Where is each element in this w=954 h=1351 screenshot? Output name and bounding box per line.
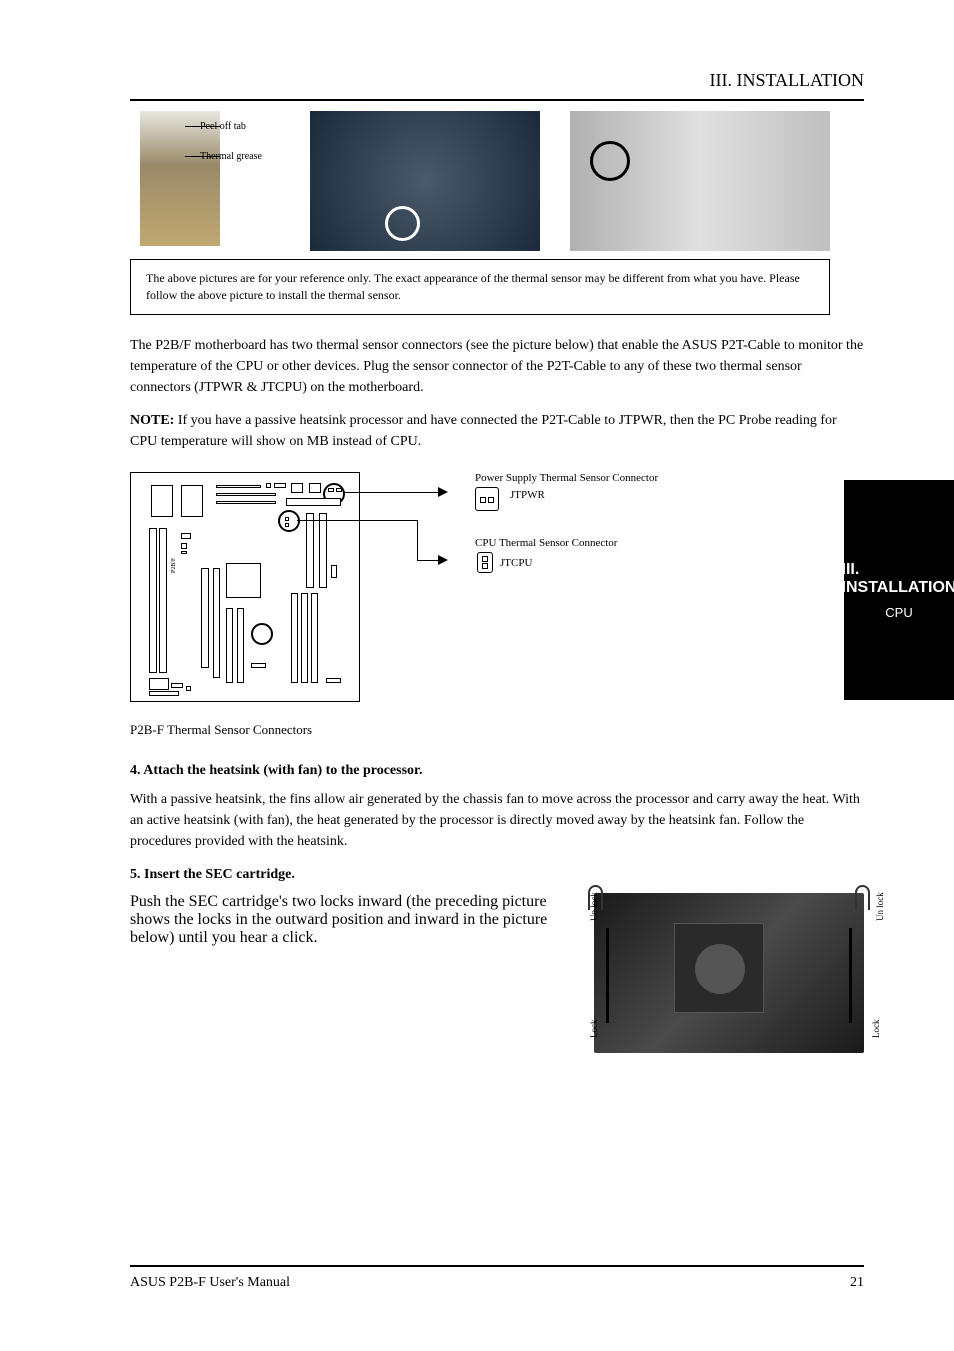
processor-section: Push the SEC cartridge's two locks inwar… (130, 893, 864, 1053)
jumper-box-2 (477, 552, 493, 573)
callout-label-1: Power Supply Thermal Sensor Connector (475, 472, 658, 484)
right-lock-tab (855, 885, 870, 910)
footer: ASUS P2B-F User's Manual 21 (130, 1265, 864, 1291)
motherboard-diagram: P2B/F (130, 472, 360, 702)
heatsink-section-header: 4. Attach the heatsink (with fan) to the… (130, 763, 864, 779)
caption-box: The above pictures are for your referenc… (130, 259, 830, 315)
highlight-circle-icon (590, 141, 630, 181)
sensor-paragraph: The P2B/F motherboard has two thermal se… (130, 335, 864, 398)
thermal-grease-label: Thermal grease (200, 151, 262, 162)
insert-section-header: 5. Insert the SEC cartridge. (130, 867, 864, 883)
left-lock-line (606, 928, 609, 1023)
footer-rule (130, 1265, 864, 1267)
processor-fan-graphic (674, 923, 764, 1013)
footer-left: ASUS P2B-F User's Manual (130, 1275, 290, 1291)
right-lock-line (849, 928, 852, 1023)
sec-cartridge-image (594, 893, 864, 1053)
thermal-sensor-image-3 (570, 111, 830, 251)
motherboard-section: P2B/F Power Supply Thermal Sensor Connec… (130, 472, 864, 702)
side-tab: III. INSTALLATION CPU (844, 480, 954, 700)
header-rule (130, 99, 864, 101)
footer-page-number: 21 (850, 1275, 864, 1291)
note-text: NOTE: If you have a passive heatsink pro… (130, 410, 864, 452)
motherboard-caption: P2B-F Thermal Sensor Connectors (130, 722, 864, 738)
note-content: If you have a passive heatsink processor… (130, 413, 837, 449)
side-tab-title: III. INSTALLATION (842, 561, 954, 597)
side-tab-subtitle: CPU (885, 605, 912, 620)
callout-label-2: CPU Thermal Sensor Connector (475, 537, 617, 549)
page-header-title: III. INSTALLATION (130, 70, 864, 91)
heatsink-paragraph: With a passive heatsink, the fins allow … (130, 789, 864, 852)
insert-paragraph: Push the SEC cartridge's two locks inwar… (130, 893, 564, 947)
images-row: Peel off tab Thermal grease (130, 111, 864, 251)
highlight-circle-icon (385, 206, 420, 241)
thermal-sensor-image-1: Peel off tab Thermal grease (130, 111, 280, 251)
thermal-sensor-image-2 (310, 111, 540, 251)
jumper-label-1: JTPWR (510, 489, 545, 501)
jumper-box-1 (475, 487, 499, 511)
jumper-label-2: JTCPU (500, 557, 532, 569)
peel-off-tab-label: Peel off tab (200, 121, 246, 132)
